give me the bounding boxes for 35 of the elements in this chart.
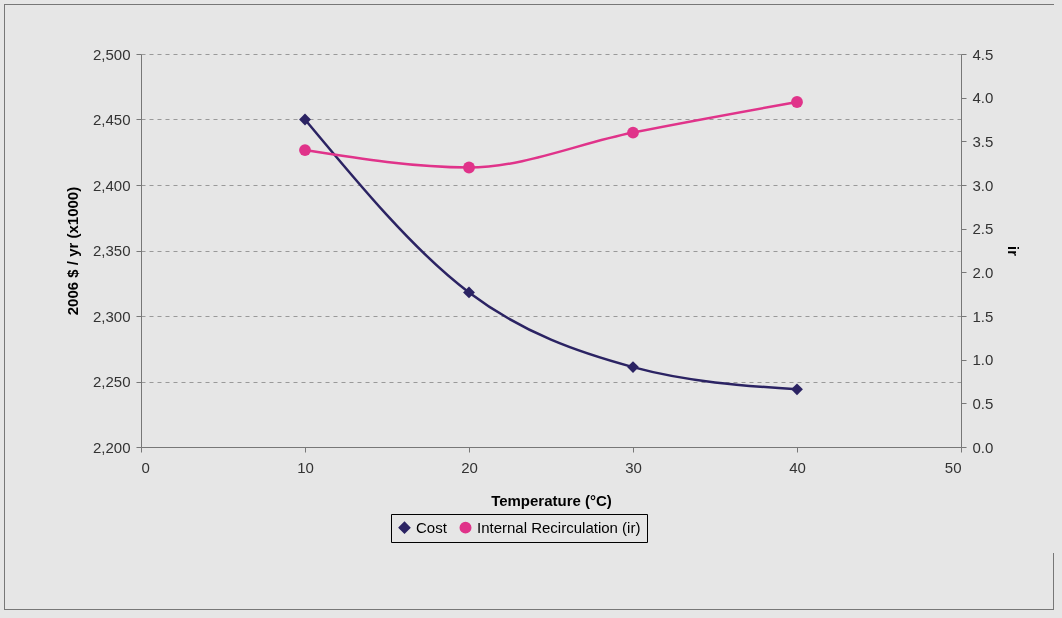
y2-tick-label: 4.5 [972, 45, 994, 63]
y2-tick-label: 0.5 [972, 394, 994, 412]
point [299, 144, 311, 156]
x-tick-label: 50 [944, 458, 962, 476]
y-tick-label: 2,450 [92, 111, 131, 128]
x-tick-label: 20 [461, 458, 478, 476]
x-tick-label: 40 [789, 458, 806, 476]
y2-axis-title: ir [1005, 245, 1023, 257]
y2-tick-label: 4.0 [972, 89, 994, 107]
y2-tick-label: 3.5 [972, 132, 994, 150]
y-tick-label: 2,300 [92, 307, 131, 325]
y2-tick-label: 1.0 [972, 351, 994, 369]
y2-tick-label: 0.0 [972, 438, 994, 456]
point [791, 96, 803, 108]
y2-tick-label: 2.0 [972, 263, 994, 281]
y2-tick-label: 3.0 [972, 176, 994, 194]
y-tick-label: 2,200 [92, 438, 131, 456]
point [463, 161, 475, 174]
point [791, 383, 803, 396]
point [463, 286, 475, 299]
y-tick-label: 2,400 [92, 176, 131, 194]
y-tick-label: 2,250 [92, 373, 131, 390]
x-tick-label: 30 [625, 458, 642, 476]
y2-tick-label: 2.5 [972, 220, 994, 238]
legend-label: Cost [416, 518, 448, 536]
point [299, 113, 311, 126]
legend-label: Internal Recirculation (ir) [477, 518, 641, 536]
y-tick-label: 2,350 [92, 242, 131, 259]
y2-tick-label: 1.5 [972, 307, 994, 325]
x-axis-title: Temperature (°C) [491, 491, 612, 509]
point [627, 126, 639, 139]
y-tick-label: 2,500 [92, 45, 131, 63]
x-tick-label: 0 [141, 458, 150, 476]
y-axis-title: 2006 $ / yr (x1000) [63, 186, 81, 316]
x-tick-label: 10 [297, 458, 314, 476]
